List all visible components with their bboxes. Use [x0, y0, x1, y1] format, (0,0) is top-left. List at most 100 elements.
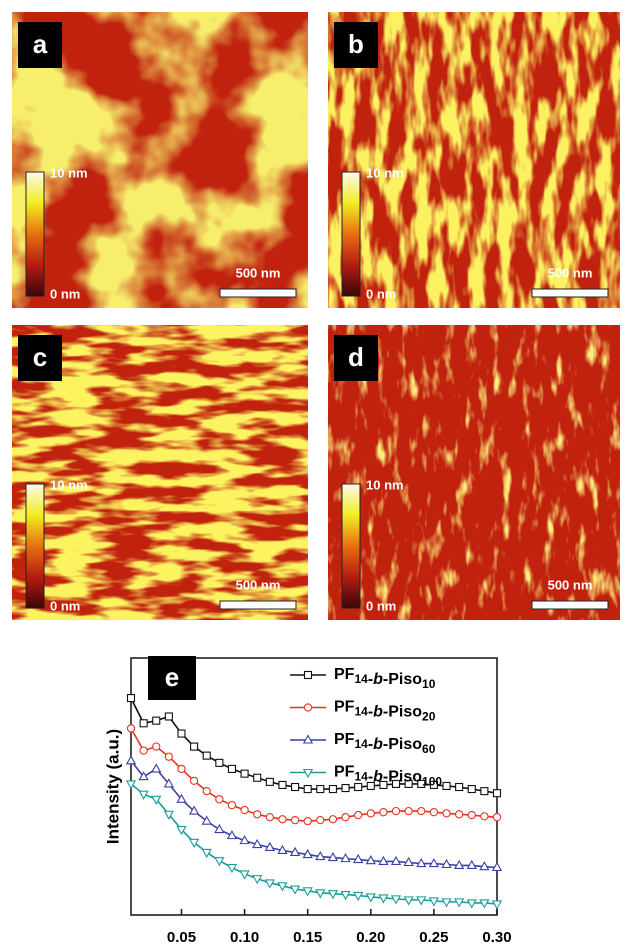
marker [279, 781, 286, 788]
marker [178, 765, 185, 772]
legend-label: PF14-b-Piso60 [334, 731, 436, 756]
scale-bar [532, 289, 608, 297]
marker [203, 849, 211, 857]
marker [279, 816, 286, 823]
colorbar-min: 0 nm [50, 286, 80, 301]
marker [493, 814, 500, 821]
marker [203, 788, 210, 795]
marker [317, 817, 324, 824]
colorbar [342, 484, 360, 608]
marker [405, 808, 412, 815]
marker [392, 808, 399, 815]
scale-bar-label: 500 nm [548, 265, 593, 280]
scale-bar-label: 500 nm [236, 265, 281, 280]
marker [228, 802, 235, 809]
marker [304, 786, 311, 793]
marker [153, 717, 160, 724]
series-line [131, 728, 497, 821]
marker [468, 811, 475, 818]
marker [430, 809, 437, 816]
scale-bar [220, 289, 296, 297]
marker [241, 770, 248, 777]
marker [355, 784, 362, 791]
afm-image: d10 nm0 nm500 nm [328, 325, 620, 620]
marker [128, 695, 135, 702]
marker [329, 816, 336, 823]
marker [203, 752, 210, 759]
marker [292, 784, 299, 791]
y-axis-label: Intensity (a.u.) [103, 729, 122, 844]
marker [191, 743, 198, 750]
marker [355, 811, 362, 818]
colorbar-max: 10 nm [366, 477, 404, 492]
colorbar-max: 10 nm [50, 165, 88, 180]
colorbar [26, 172, 44, 296]
marker [317, 786, 324, 793]
series-line [131, 698, 497, 793]
x-tick-label: 0.10 [230, 929, 259, 946]
marker [254, 774, 261, 781]
legend-label: PF14-b-Piso10 [334, 666, 436, 691]
marker [418, 808, 425, 815]
panel-label: a [33, 29, 48, 59]
panel-label: d [348, 342, 364, 372]
marker [329, 786, 336, 793]
marker [153, 743, 160, 750]
marker [380, 809, 387, 816]
marker [241, 806, 248, 813]
legend-label: PF14-b-Piso20 [334, 699, 436, 724]
marker [367, 810, 374, 817]
marker [456, 784, 463, 791]
marker [291, 817, 298, 824]
page: a 10 nm 0 nm 500 nm b 10 nm 0 nm 500 nm c 10 nm 0 … [0, 0, 625, 948]
colorbar-max: 10 nm [50, 477, 88, 492]
marker [468, 786, 475, 793]
marker [165, 753, 172, 760]
marker [456, 811, 463, 818]
marker [481, 788, 488, 795]
panel-label: c [33, 342, 47, 372]
marker [443, 782, 450, 789]
colorbar-max: 10 nm [366, 165, 404, 180]
colorbar-min: 0 nm [50, 598, 80, 613]
marker [203, 817, 211, 825]
marker [266, 814, 273, 821]
marker [215, 825, 223, 833]
marker [140, 747, 147, 754]
marker [165, 713, 172, 720]
marker [216, 796, 223, 803]
marker [216, 759, 223, 766]
marker [342, 814, 349, 821]
marker [127, 756, 135, 764]
x-tick-label: 0.20 [356, 929, 385, 946]
panel-label: b [348, 29, 364, 59]
series-line [131, 761, 497, 868]
marker [190, 839, 198, 847]
panel-label: e [165, 662, 179, 692]
scale-bar-label: 500 nm [548, 577, 593, 592]
colorbar [342, 172, 360, 296]
marker [304, 704, 311, 711]
marker [494, 790, 501, 797]
scale-bar [532, 601, 608, 609]
marker [481, 813, 488, 820]
marker [228, 765, 235, 772]
afm-image: b10 nm0 nm500 nm [328, 12, 620, 308]
marker [152, 764, 160, 772]
x-tick-label: 0.15 [293, 929, 322, 946]
marker [127, 725, 134, 732]
x-tick-label: 0.30 [482, 929, 511, 946]
marker [254, 811, 261, 818]
marker [304, 818, 311, 825]
marker [266, 778, 273, 785]
scale-bar-label: 500 nm [236, 577, 281, 592]
x-tick-label: 0.25 [419, 929, 448, 946]
marker [493, 901, 501, 909]
marker [342, 785, 349, 792]
marker [140, 720, 147, 727]
marker [191, 777, 198, 784]
afm-image: a 10 nm 0 nm 500 nm [12, 12, 308, 308]
marker [305, 672, 312, 679]
figure: a 10 nm 0 nm 500 nm b 10 nm 0 nm 500 nm c 10 nm 0 … [0, 0, 625, 948]
marker [178, 730, 185, 737]
